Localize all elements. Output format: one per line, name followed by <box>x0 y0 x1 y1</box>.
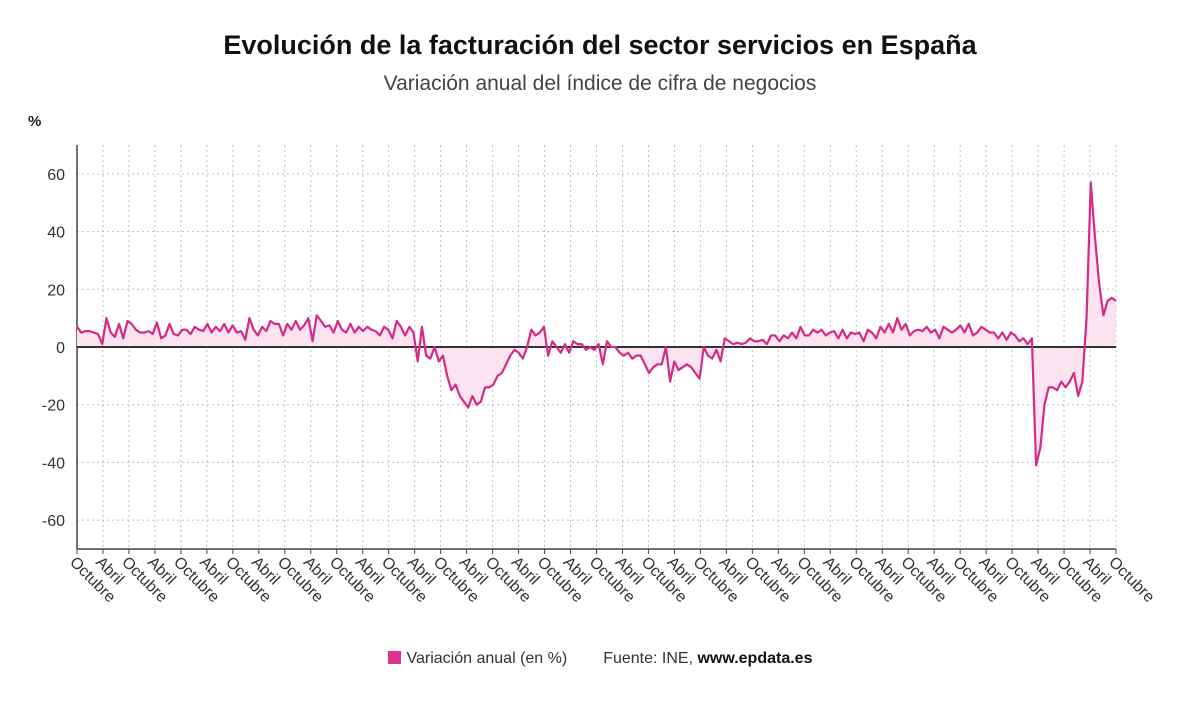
source-link[interactable]: www.epdata.es <box>697 650 813 667</box>
y-tick-label: -20 <box>42 398 65 415</box>
y-tick-label: 20 <box>47 282 65 299</box>
legend-swatch <box>387 651 401 664</box>
y-tick-label: 0 <box>56 340 65 357</box>
y-tick-label: 60 <box>47 167 65 184</box>
y-tick-label: -40 <box>42 455 65 472</box>
x-tick-label: Octubre <box>1105 554 1157 606</box>
series-line <box>76 181 1117 467</box>
chart-subtitle: Variación anual del índice de cifra de n… <box>383 72 817 95</box>
source-prefix: Fuente: INE, <box>603 650 698 667</box>
y-tick-label: -60 <box>42 513 65 530</box>
legend: Variación anual (en %) Fuente: INE, www.e… <box>0 650 1200 668</box>
series-area-fill <box>77 182 1116 466</box>
chart-title: Evolución de la facturación del sector s… <box>223 30 977 60</box>
y-axis-label: % <box>28 113 42 130</box>
legend-label: Variación anual (en %) <box>406 650 568 667</box>
y-tick-label: 40 <box>47 225 65 242</box>
